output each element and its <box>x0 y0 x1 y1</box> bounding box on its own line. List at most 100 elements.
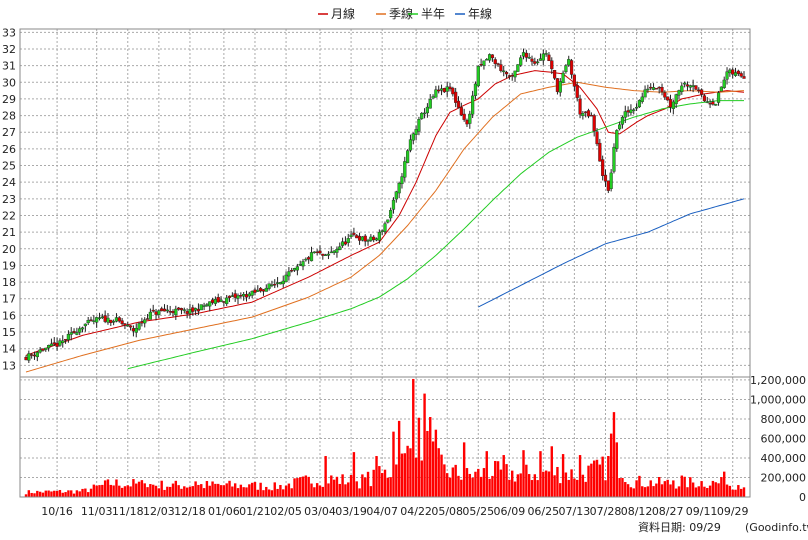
candle-body <box>420 112 424 119</box>
candle <box>66 330 71 343</box>
candle-body <box>247 293 251 297</box>
volume-bar <box>239 484 243 497</box>
candle-body <box>592 115 596 132</box>
volume-bar <box>629 487 633 497</box>
candle <box>80 326 85 333</box>
candle <box>346 233 350 247</box>
candle <box>705 96 709 104</box>
volume-bar <box>242 487 245 497</box>
candle-body <box>657 86 661 89</box>
candle <box>586 108 591 119</box>
candle-body <box>346 238 350 243</box>
candle-body <box>137 323 141 330</box>
volume-bar <box>429 417 432 497</box>
candle <box>575 81 579 102</box>
candle <box>27 350 31 364</box>
candle-body <box>742 76 746 79</box>
candle-body <box>688 85 692 88</box>
candle-body <box>632 109 636 112</box>
candle-body <box>61 340 65 343</box>
candlesticks <box>24 48 746 364</box>
candle <box>550 57 554 75</box>
candle <box>374 237 379 242</box>
candle <box>137 321 141 331</box>
volume-bar <box>293 478 296 497</box>
volume-bar <box>146 487 149 497</box>
candle-body <box>321 253 325 256</box>
candle-body <box>256 289 260 292</box>
candle-body <box>131 328 136 332</box>
candle-body <box>465 120 469 125</box>
candle-body <box>177 307 181 310</box>
candle <box>278 282 283 285</box>
volume-bar <box>132 479 135 497</box>
volume-bar <box>315 483 319 497</box>
candle-body <box>35 352 39 358</box>
candle-body <box>493 59 497 64</box>
candle <box>448 82 452 92</box>
volume-bar <box>262 490 265 497</box>
candle <box>485 58 489 61</box>
date-tick-label: 04/22 <box>400 505 432 518</box>
candle-body <box>250 290 254 296</box>
data-date-label: 資料日期: 09/29 <box>638 520 721 534</box>
candle <box>671 99 675 115</box>
price-tick-label: 16 <box>2 309 16 322</box>
candle <box>578 94 582 119</box>
volume-bar <box>287 483 291 497</box>
candle <box>504 70 509 79</box>
volume-bar <box>50 491 53 497</box>
candle <box>259 286 263 293</box>
candle <box>592 113 596 137</box>
candle <box>722 76 726 89</box>
candle <box>233 289 237 302</box>
candle <box>202 302 206 311</box>
candle <box>256 285 260 292</box>
candle-body <box>437 89 441 92</box>
candle-body <box>383 223 387 232</box>
volume-bar <box>163 489 166 497</box>
candle <box>267 283 271 291</box>
candle-body <box>728 69 732 74</box>
candle <box>541 49 545 66</box>
volume-bar <box>41 492 45 497</box>
candle <box>595 128 599 147</box>
candle-body <box>629 109 633 114</box>
volume-bar <box>479 476 483 497</box>
candle <box>643 85 647 98</box>
volume-bar <box>457 475 460 497</box>
candle-body <box>454 91 458 103</box>
volume-bar <box>160 480 163 497</box>
candle-body <box>134 328 138 333</box>
candle <box>725 67 729 85</box>
candle-body <box>603 174 608 182</box>
candle-body <box>360 236 364 241</box>
candle-body <box>471 95 475 115</box>
candle <box>420 112 424 120</box>
candle-body <box>216 297 220 303</box>
candle <box>527 53 531 59</box>
volume-bar <box>228 480 231 497</box>
candle-body <box>324 254 328 256</box>
candle <box>685 81 690 91</box>
volume-bar <box>618 478 621 497</box>
volume-bar <box>177 485 180 497</box>
candle <box>208 301 212 312</box>
volume-bar <box>137 481 141 497</box>
candle-body <box>75 332 79 335</box>
candle <box>338 242 342 251</box>
candle-body <box>677 90 681 96</box>
candle <box>35 351 39 362</box>
candle <box>714 103 718 106</box>
candle-body <box>261 289 266 292</box>
volume-bar <box>84 488 87 497</box>
candle <box>555 78 560 95</box>
date-tick-label: 06/09 <box>494 505 526 518</box>
candle <box>702 93 707 102</box>
candle-body <box>490 54 495 59</box>
candle-body <box>340 241 345 246</box>
candle <box>572 74 576 92</box>
volume-bar <box>282 489 285 497</box>
volume-bar <box>341 474 344 497</box>
candle <box>536 59 540 65</box>
